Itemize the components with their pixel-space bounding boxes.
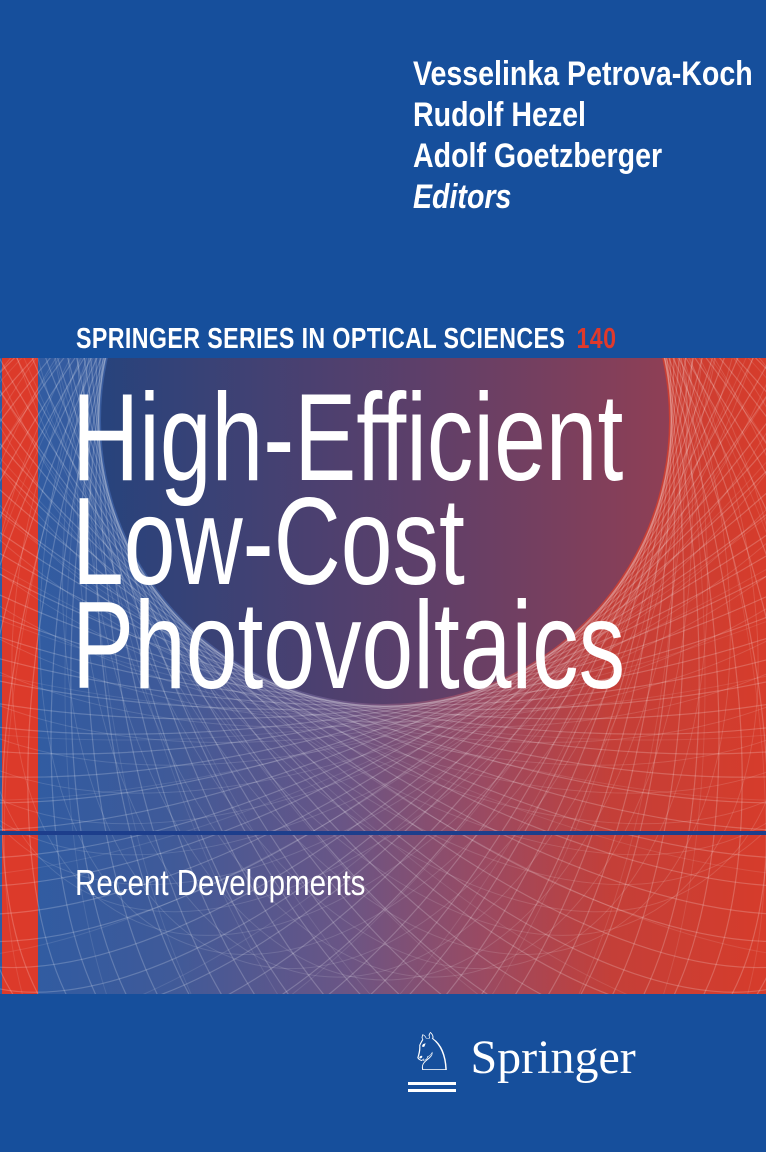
series-volume-number: 140	[576, 323, 617, 355]
book-title: High-Efficient Low-Cost Photovoltaics	[72, 369, 626, 715]
series-title: SPRINGER SERIES IN OPTICAL SCIENCES	[76, 323, 566, 355]
title-line-1: High-Efficient	[72, 369, 624, 507]
author-name: Rudolf Hezel	[413, 96, 586, 134]
editors-label: Editors	[413, 178, 512, 216]
horizontal-divider-line	[0, 831, 766, 835]
author-name: Adolf Goetzberger	[413, 137, 663, 175]
logo-underline-bars	[408, 1082, 456, 1092]
series-line: SPRINGER SERIES IN OPTICAL SCIENCES 140	[76, 323, 616, 355]
authors-block: Vesselinka Petrova-Koch Rudolf Hezel Ado…	[413, 54, 753, 218]
guilloche-pattern	[0, 358, 766, 994]
book-subtitle: Recent Developments	[75, 862, 366, 903]
cover-art-band: High-Efficient Low-Cost Photovoltaics Re…	[0, 358, 766, 994]
publisher-name: Springer	[470, 1031, 636, 1084]
title-line-2: Low-Cost	[72, 473, 465, 611]
title-line-3: Photovoltaics	[72, 577, 626, 715]
center-dark-circle	[101, 358, 669, 704]
left-red-strip	[2, 358, 38, 994]
springer-horse-icon: ♘	[408, 1023, 456, 1083]
author-name: Vesselinka Petrova-Koch	[413, 55, 753, 93]
publisher-logo: ♘ Springer	[406, 1023, 636, 1092]
